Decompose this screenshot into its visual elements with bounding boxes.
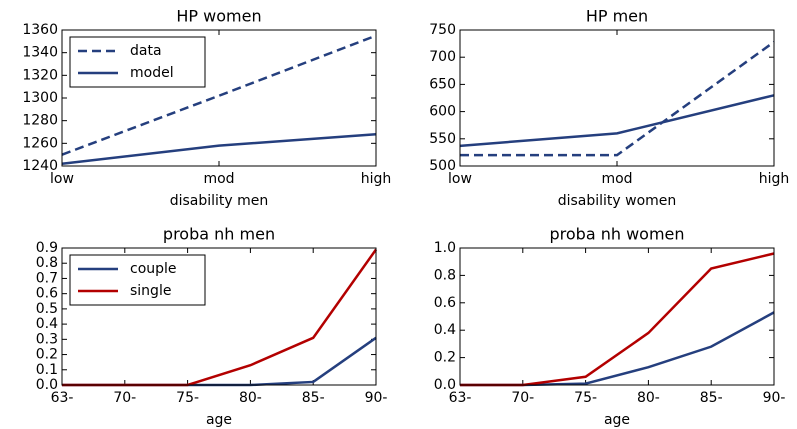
x-tick-label: 63-	[449, 390, 472, 406]
y-tick-label: 0.5	[36, 301, 58, 317]
legend-box	[69, 36, 206, 88]
x-tick-label: 90-	[365, 390, 388, 406]
y-tick-label: 0.1	[36, 362, 58, 378]
y-tick-label: 550	[429, 131, 456, 147]
y-tick-label: 0.9	[36, 240, 58, 256]
y-tick-label: 1280	[22, 113, 58, 129]
x-tick-label: 80-	[239, 390, 262, 406]
x-tick-label: low	[448, 171, 472, 187]
y-tick-label: 0.3	[36, 331, 58, 347]
chart-title: HP women	[176, 7, 261, 26]
y-tick-label: 1340	[22, 45, 58, 61]
x-tick-label: 80-	[637, 390, 660, 406]
y-tick-label: 0.6	[434, 295, 456, 311]
y-tick-label: 0.2	[434, 350, 456, 366]
x-axis-label: disability women	[558, 193, 677, 209]
series-line	[459, 94, 775, 148]
y-tick-label: 1360	[22, 22, 58, 38]
y-tick-label: 1260	[22, 135, 58, 151]
series-line	[460, 252, 775, 387]
series-line	[460, 311, 775, 387]
y-tick-label: 1300	[22, 90, 58, 106]
axes-frame	[61, 247, 377, 386]
x-tick-label: mod	[203, 171, 234, 187]
x-tick-label: mod	[601, 171, 632, 187]
x-tick-label: low	[50, 171, 74, 187]
legend-label: couple	[130, 261, 177, 277]
series-line	[61, 133, 377, 165]
y-tick-label: 1.0	[434, 240, 456, 256]
x-tick-label: 63-	[51, 390, 74, 406]
x-tick-label: high	[361, 171, 392, 187]
y-tick-label: 0.7	[36, 270, 58, 286]
chart-title: proba nh women	[549, 225, 684, 244]
y-tick-label: 0.2	[36, 347, 58, 363]
y-tick-label: 0.4	[36, 316, 58, 332]
x-tick-label: 85-	[700, 390, 723, 406]
series-line	[62, 336, 377, 387]
y-tick-label: 1240	[22, 158, 58, 174]
axes-frame	[61, 29, 377, 167]
y-tick-label: 1320	[22, 67, 58, 83]
x-tick-label: 70-	[113, 390, 136, 406]
y-tick-label: 0.6	[36, 286, 58, 302]
y-tick-label: 0.8	[36, 255, 58, 271]
legend-label: model	[130, 65, 174, 81]
x-axis-label: disability men	[170, 193, 269, 209]
chart-title: HP men	[586, 7, 648, 26]
y-tick-label: 0.8	[434, 267, 456, 283]
y-tick-label: 0.0	[434, 377, 456, 393]
x-tick-label: 75-	[176, 390, 199, 406]
y-tick-label: 500	[429, 158, 456, 174]
series-line	[460, 40, 775, 157]
y-tick-label: 0.0	[36, 377, 58, 393]
x-tick-label: high	[759, 171, 790, 187]
axes-frame	[459, 29, 775, 167]
y-tick-label: 0.4	[434, 322, 456, 338]
y-tick-label: 750	[429, 22, 456, 38]
x-tick-label: 75-	[574, 390, 597, 406]
legend-label: data	[130, 43, 162, 59]
x-tick-label: 90-	[763, 390, 786, 406]
legend-box	[69, 254, 206, 306]
y-tick-label: 600	[429, 104, 456, 120]
y-tick-label: 700	[429, 49, 456, 65]
axes-frame	[459, 247, 775, 386]
x-axis-label: age	[604, 412, 630, 428]
x-axis-label: age	[206, 412, 232, 428]
chart-title: proba nh men	[163, 225, 275, 244]
x-tick-label: 85-	[302, 390, 325, 406]
x-tick-label: 70-	[511, 390, 534, 406]
y-tick-label: 650	[429, 76, 456, 92]
legend-label: single	[130, 283, 171, 299]
